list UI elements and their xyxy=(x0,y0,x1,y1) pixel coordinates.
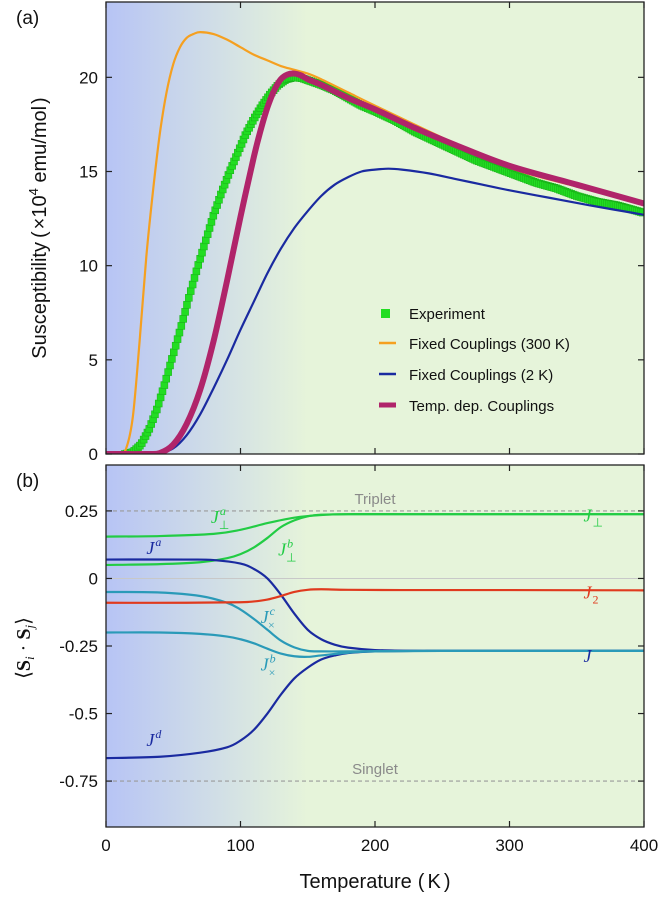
legend-label-temp-dep: Temp. dep. Couplings xyxy=(409,398,554,415)
experiment-point xyxy=(638,208,644,217)
series-fixed-couplings-2-k-line xyxy=(106,167,644,454)
series-j-x-b-line xyxy=(106,631,644,658)
curve-label-j-perp-b: Jb ⊥ xyxy=(278,537,296,565)
curve-label-j-perp-right: J⊥ xyxy=(583,506,602,530)
experiment-point xyxy=(162,374,171,383)
panel-a-y-axis-title: Susceptibility(×104 emu/mol) xyxy=(26,97,51,358)
curve-label-j-2: J2 xyxy=(583,583,598,607)
legend-label-experiment: Experiment xyxy=(409,306,486,323)
panel-a-label: (a) xyxy=(16,8,39,29)
panel-a-y-tick-label: 15 xyxy=(79,163,98,182)
panel-b-reference-lines: Triplet Singlet xyxy=(106,491,644,782)
panel-b-x-tick-label: 0 xyxy=(101,836,110,855)
experiment-point xyxy=(186,287,195,295)
panel-b-y-tick-label: 0 xyxy=(89,569,98,588)
panel-a-y-tick-label: 20 xyxy=(79,68,98,87)
legend-label-fixed-300k: Fixed Couplings (300 K) xyxy=(409,336,570,353)
legend-item-fixed-300k: Fixed Couplings (300 K) xyxy=(379,336,570,353)
panel-b-x-tick-label: 300 xyxy=(495,836,523,855)
panel-b-y-tick-label: -0.5 xyxy=(69,705,98,724)
panel-a-series xyxy=(106,31,644,454)
curve-label-j-d: Jd xyxy=(146,727,162,750)
panel-b-x-tick-label: 400 xyxy=(630,836,658,855)
experiment-point xyxy=(160,381,169,389)
experiment-point xyxy=(185,294,193,302)
panel-b-y-tick-label: -0.75 xyxy=(59,772,98,791)
experiment-point xyxy=(168,355,176,363)
experiment-point xyxy=(171,341,180,350)
legend-marker-experiment xyxy=(381,309,390,318)
experiment-point xyxy=(190,274,199,282)
experiment-point xyxy=(164,368,172,376)
experiment-point xyxy=(181,308,189,316)
experiment-point xyxy=(179,315,187,323)
curve-label-j-a: Ja xyxy=(146,535,161,558)
experiment-point xyxy=(183,301,191,309)
reference-label-singlet: Singlet xyxy=(352,761,399,778)
legend-item-fixed-2k: Fixed Couplings (2 K) xyxy=(379,367,553,384)
experiment-point xyxy=(173,335,182,343)
legend-label-fixed-2k: Fixed Couplings (2 K) xyxy=(409,367,553,384)
legend-item-experiment: Experiment xyxy=(381,306,486,323)
series-j-2-line xyxy=(106,588,644,604)
experiment-point xyxy=(175,328,184,337)
series-fixed-couplings-300-k-line xyxy=(106,31,644,454)
panel-b-x-tick-label: 100 xyxy=(226,836,254,855)
panel-a-background xyxy=(106,2,644,454)
curve-label-j-x-b: Jb × xyxy=(261,651,276,679)
panel-b-curve-labels: Ja ⊥ Jb ⊥ Ja Jd Jc × Jb × J⊥ J2 J xyxy=(146,504,603,750)
panel-b-y-axis-title: ⟨Si · Sj⟩ xyxy=(13,617,37,679)
panel-a-ticks: 0 5 10 15 20 xyxy=(79,2,645,464)
curve-label-j-x-c: Jc × xyxy=(261,604,276,632)
experiment-point xyxy=(177,322,186,330)
curve-label-j-right: J xyxy=(583,646,592,666)
panel-b-background xyxy=(106,465,644,827)
panel-b-series xyxy=(106,513,644,760)
experiment-point xyxy=(188,280,197,289)
curve-label-j-perp-a: Ja ⊥ xyxy=(211,504,229,532)
experiment-point xyxy=(166,361,174,370)
experiment-point xyxy=(192,267,201,276)
series-j-perp-b-line xyxy=(106,513,644,567)
panel-b: Triplet Singlet 0 100 200 300 400 0.25 0 -0.25 -0… xyxy=(13,464,658,893)
legend: Experiment Fixed Couplings (300 K) Fixed… xyxy=(379,306,570,415)
panel-a-y-tick-label: 5 xyxy=(89,351,98,370)
series-temp-dep-couplings-line xyxy=(106,70,644,454)
panel-b-x-tick-label: 200 xyxy=(361,836,389,855)
panel-a: 0 5 10 15 20 (a) Susceptibility(×104 emu/mol… xyxy=(16,1,645,464)
legend-item-temp-dep: Temp. dep. Couplings xyxy=(379,398,554,415)
panel-b-ticks: 0 100 200 300 400 0.25 0 -0.25 -0.5 -0.75 xyxy=(59,465,658,855)
panel-a-y-tick-label: 0 xyxy=(89,445,98,464)
x-axis-title: Temperature(K) xyxy=(300,871,451,893)
reference-label-triplet: Triplet xyxy=(354,491,396,508)
panel-b-label: (b) xyxy=(16,471,39,492)
panel-b-y-tick-label: -0.25 xyxy=(59,637,98,656)
experiment-point xyxy=(170,348,178,357)
panel-a-y-tick-label: 10 xyxy=(79,257,98,276)
panel-b-y-tick-label: 0.25 xyxy=(65,502,98,521)
